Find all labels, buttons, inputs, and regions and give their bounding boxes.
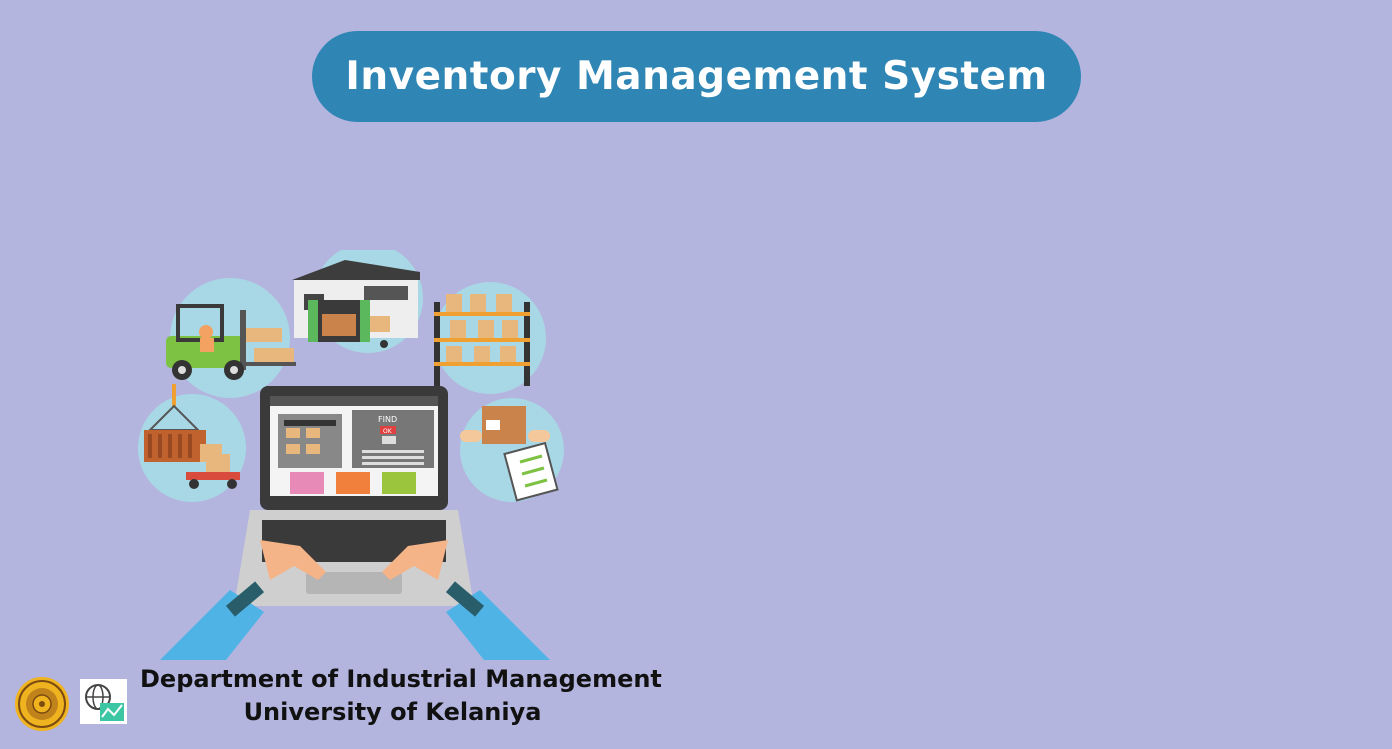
laptop-icon: FIND OK	[160, 386, 550, 660]
page-title: Inventory Management System	[345, 54, 1048, 99]
shelf-icon	[434, 294, 530, 386]
department-text: Department of Industrial Management Univ…	[140, 663, 662, 729]
screen-find-label: FIND	[378, 415, 397, 424]
inventory-illustration: FIND OK	[138, 250, 564, 660]
footer: Department of Industrial Management Univ…	[0, 660, 700, 749]
department-name: Department of Industrial Management	[140, 665, 662, 693]
department-logo-icon	[80, 679, 127, 724]
screen-ok-label: OK	[383, 428, 393, 435]
title-banner: Inventory Management System	[312, 31, 1081, 122]
checklist-icon	[460, 406, 559, 502]
forklift-icon	[166, 304, 296, 380]
container-cart-icon	[144, 384, 240, 489]
university-seal-icon	[15, 677, 69, 731]
warehouse-icon	[292, 260, 420, 348]
university-name: University of Kelaniya	[243, 698, 542, 726]
